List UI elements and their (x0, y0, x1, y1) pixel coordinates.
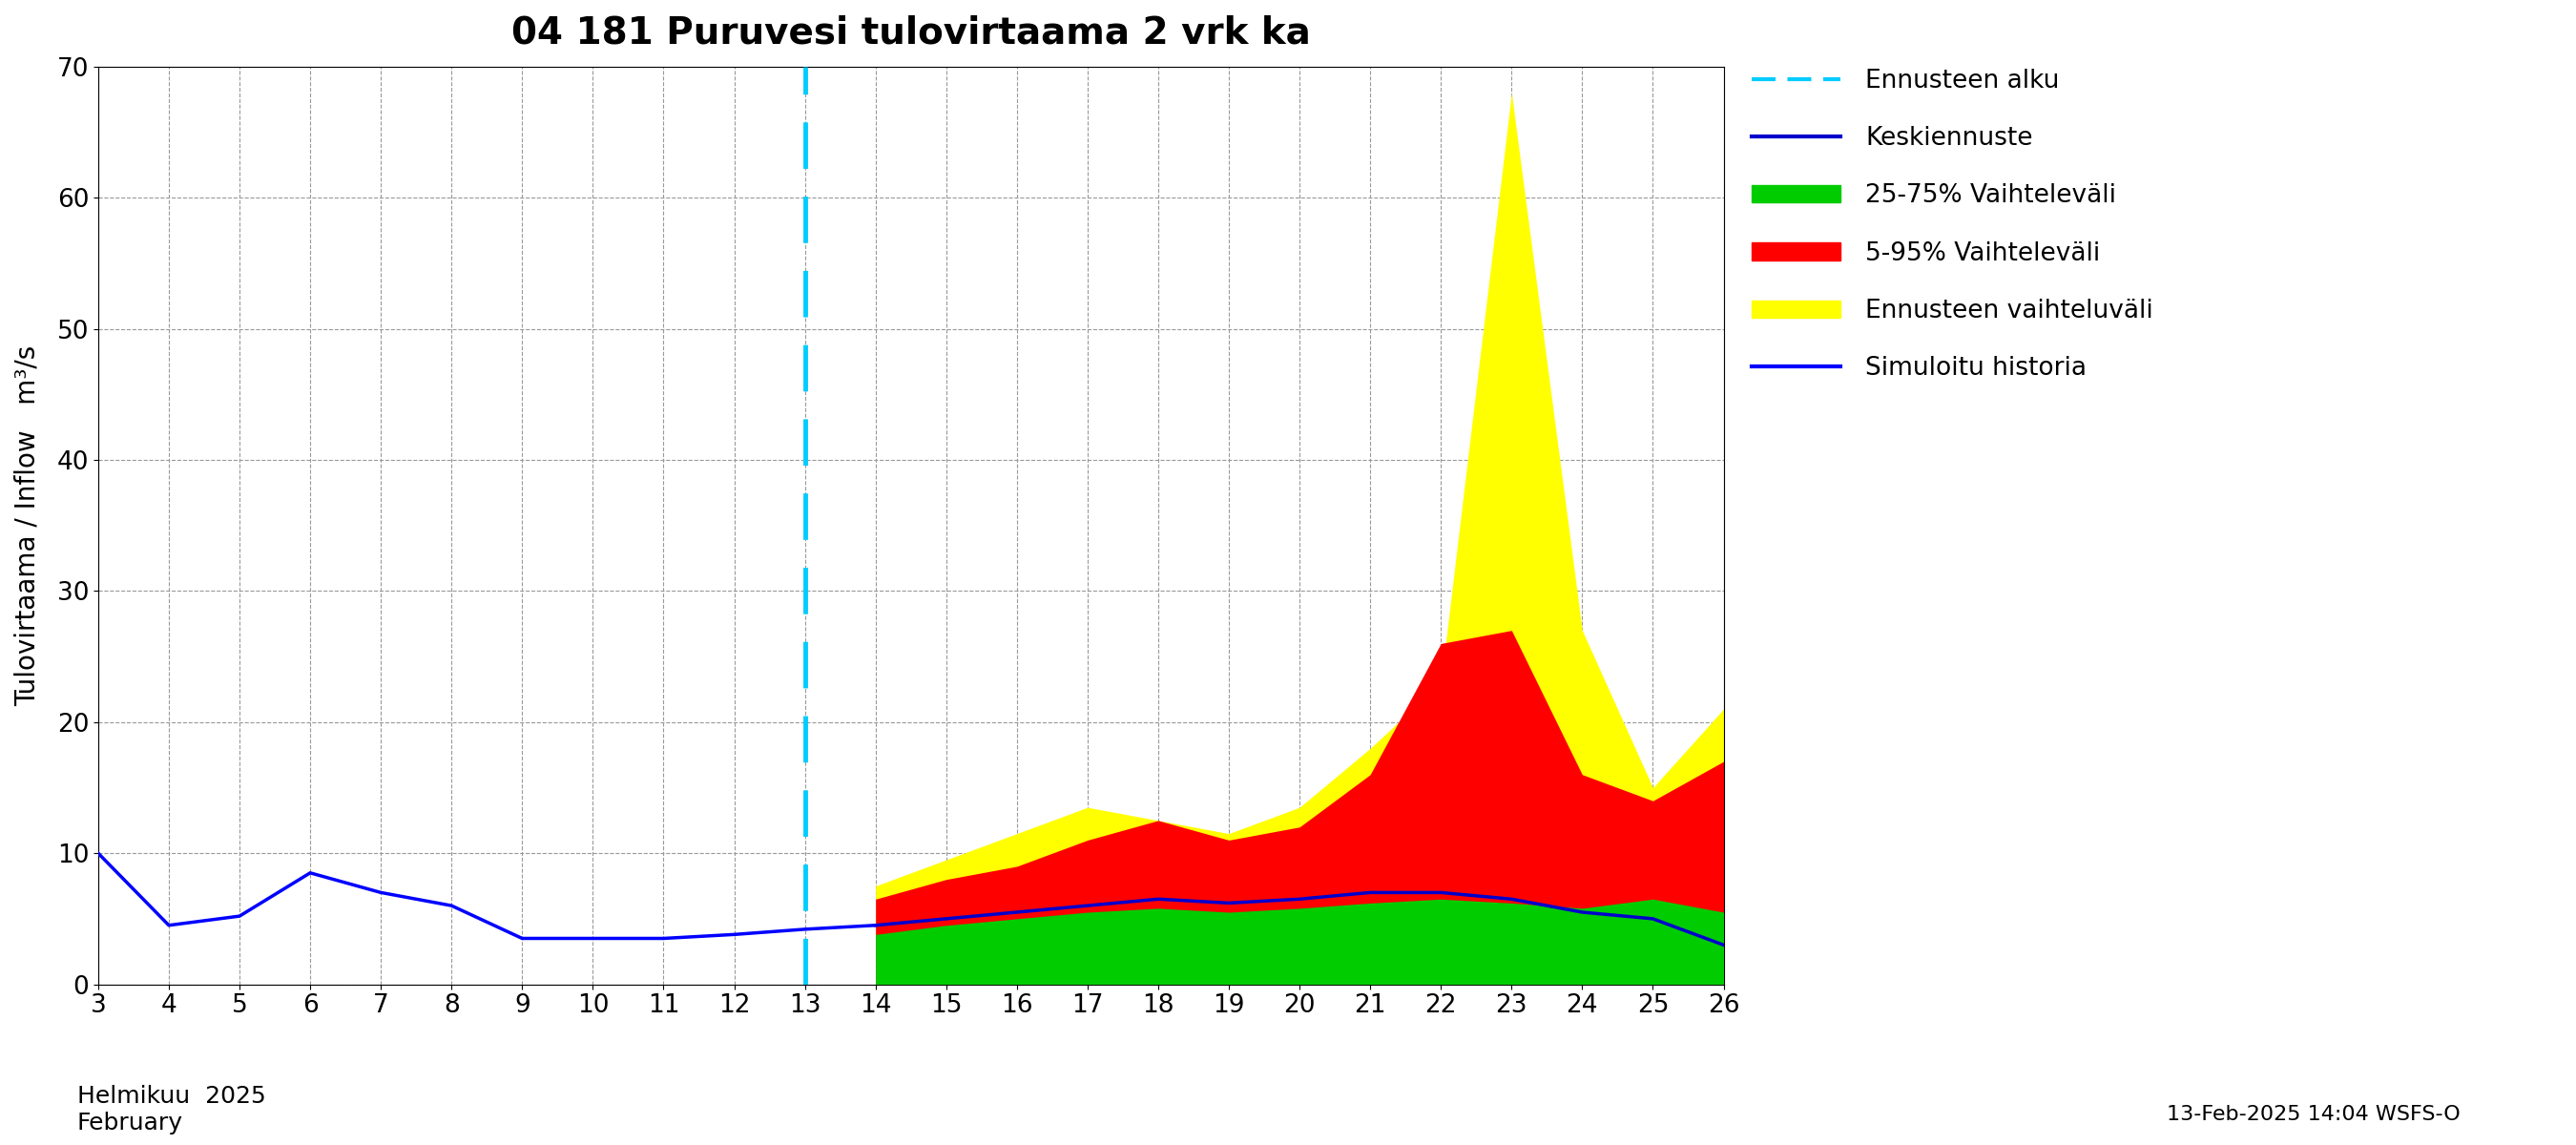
Text: 13-Feb-2025 14:04 WSFS-O: 13-Feb-2025 14:04 WSFS-O (2166, 1105, 2460, 1124)
Text: Helmikuu  2025
February: Helmikuu 2025 February (77, 1085, 265, 1135)
Legend: Ennusteen alku, Keskiennuste, 25-75% Vaihteleväli, 5-95% Vaihteleväli, Ennusteen: Ennusteen alku, Keskiennuste, 25-75% Vai… (1744, 61, 2161, 388)
Y-axis label: Tulovirtaama / Inflow   m³/s: Tulovirtaama / Inflow m³/s (15, 345, 41, 706)
Title: 04 181 Puruvesi tulovirtaama 2 vrk ka: 04 181 Puruvesi tulovirtaama 2 vrk ka (510, 14, 1311, 50)
